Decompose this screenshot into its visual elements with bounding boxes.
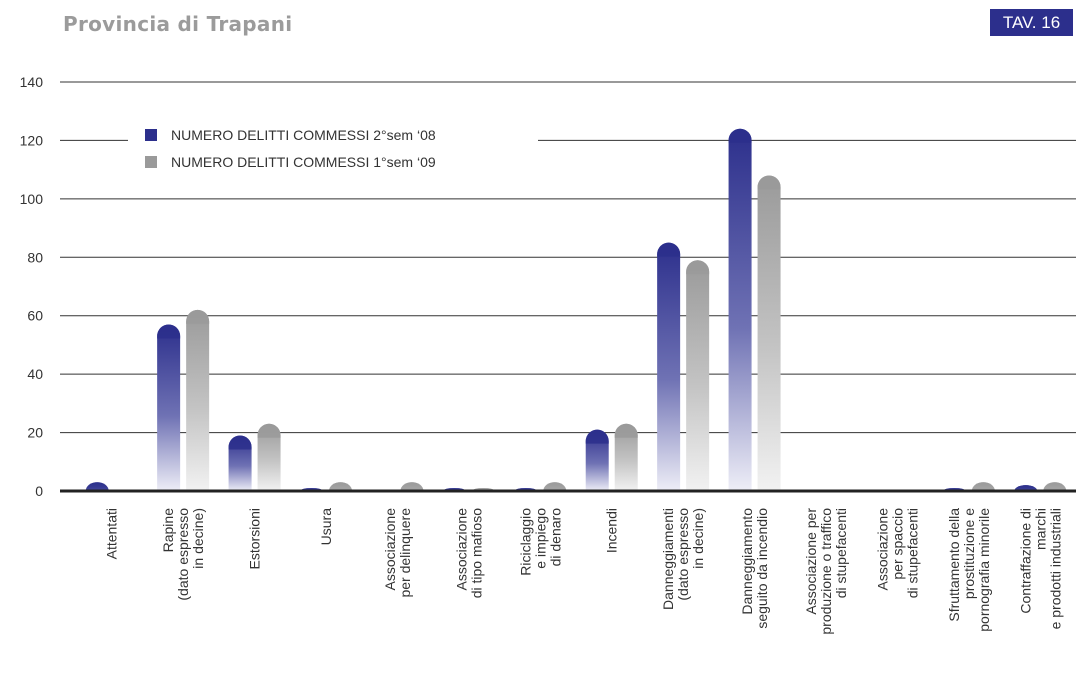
- bar-1sem-09: [186, 309, 210, 491]
- legend: NUMERO DELITTI COMMESSI 2°sem ‘08 NUMERO …: [128, 116, 538, 188]
- x-category-label: Danneggiamento seguito da incendio: [739, 508, 770, 629]
- x-category-label: Incendi: [604, 508, 620, 553]
- y-tick-label: 20: [27, 425, 43, 441]
- bar-cap: [329, 482, 352, 491]
- y-axis-ticks: 0 20 40 60 80 100 120 140: [20, 74, 44, 499]
- x-category-label-line: (dato espresso: [675, 508, 691, 601]
- x-category-label: Associazione per produzione o traffico di …: [803, 508, 849, 635]
- x-category-label-line: in decine): [190, 508, 206, 569]
- x-category-label-line: Usura: [318, 508, 334, 546]
- x-category-label-line: Associazione: [874, 508, 890, 591]
- bar-1sem-09: [757, 175, 781, 491]
- x-category-label-line: Incendi: [604, 508, 620, 553]
- y-tick-label: 80: [27, 249, 43, 265]
- x-category-label-line: per delinquere: [397, 508, 413, 598]
- x-category-label: Rapine (dato espresso in decine): [160, 508, 206, 601]
- x-category-label-line: in decine): [690, 508, 706, 569]
- x-category-label-line: di tipo mafioso: [468, 508, 484, 598]
- x-category-label-line: (dato espresso: [175, 508, 191, 601]
- x-category-label: Usura: [318, 508, 334, 546]
- bar-cap: [400, 482, 424, 491]
- bar-1sem-09: [614, 423, 638, 491]
- y-tick-label: 60: [27, 308, 43, 324]
- x-category-label-line: Riciclaggio: [517, 508, 533, 576]
- x-category-label-line: pornografia minorile: [976, 508, 992, 632]
- bar-cap: [657, 242, 681, 257]
- bar-cap: [728, 128, 752, 143]
- legend-background: [128, 116, 538, 188]
- x-category-label-line: di stupefacenti: [833, 508, 849, 598]
- x-category-label: Contraffazione di marchi e prodotti indust…: [1017, 508, 1063, 629]
- x-category-label-line: marchi: [1032, 508, 1048, 550]
- x-category-label-line: Estorsioni: [247, 508, 263, 569]
- x-category-label: Riciclaggio e impiego di denaro: [517, 508, 563, 576]
- bar-cap: [757, 175, 781, 190]
- x-category-label: Associazione per spaccio di stupefacenti: [874, 508, 920, 599]
- x-category-label-line: Associazione per: [803, 508, 819, 615]
- x-category-label: Attentati: [104, 508, 120, 559]
- bar-cap: [971, 482, 995, 491]
- y-tick-label: 120: [20, 132, 44, 148]
- bar-cap: [257, 423, 281, 438]
- bar-2sem-08: [585, 429, 609, 491]
- bar-cap: [543, 482, 567, 491]
- x-category-label-line: per spaccio: [889, 508, 905, 580]
- x-category-label-line: di denaro: [547, 508, 563, 567]
- y-tick-label: 100: [20, 191, 44, 207]
- page-title: Provincia di Trapani: [63, 12, 293, 36]
- bar-cap: [85, 482, 109, 491]
- x-category-label-line: di stupefacenti: [904, 508, 920, 598]
- bar-cap: [228, 435, 252, 450]
- legend-swatch: [145, 129, 157, 141]
- x-category-label: Estorsioni: [247, 508, 263, 569]
- x-category-label: Associazione per delinquere: [382, 508, 413, 598]
- x-category-label: Associazione di tipo mafioso: [453, 508, 484, 598]
- bar-cap: [585, 429, 609, 444]
- x-category-label-line: Sfruttamento della: [946, 508, 962, 622]
- x-category-label: Danneggiamenti (dato espresso in decine): [660, 508, 706, 610]
- legend-swatch: [145, 156, 157, 168]
- y-tick-label: 140: [20, 74, 44, 90]
- x-category-label-line: seguito da incendio: [754, 508, 770, 629]
- legend-label: NUMERO DELITTI COMMESSI 1°sem ‘09: [171, 154, 436, 170]
- table-number-badge: TAV. 16: [990, 9, 1073, 36]
- x-category-label: Sfruttamento della prostituzione e pornogr…: [946, 508, 992, 632]
- x-category-label-line: e prodotti industriali: [1047, 508, 1063, 629]
- x-category-label-line: prostituzione e: [961, 508, 977, 599]
- legend-label: NUMERO DELITTI COMMESSI 2°sem ‘08: [171, 127, 436, 143]
- bar-1sem-09: [257, 423, 281, 491]
- bar-cap: [614, 423, 638, 438]
- bar-2sem-08: [728, 128, 752, 491]
- bar-cap: [686, 260, 710, 275]
- bars: [85, 128, 1067, 491]
- bar-cap: [186, 309, 210, 324]
- x-category-label-line: Danneggiamento: [739, 508, 755, 615]
- y-tick-label: 40: [27, 366, 43, 382]
- bar-cap: [1043, 482, 1067, 491]
- x-axis-category-labels: Attentati Rapine (dato espresso in decine) E…: [104, 508, 1064, 635]
- x-category-label-line: Rapine: [160, 508, 176, 553]
- y-tick-label: 0: [35, 483, 43, 499]
- bar-cap: [157, 324, 181, 339]
- bar-2sem-08: [657, 242, 681, 491]
- x-category-label-line: Danneggiamenti: [660, 508, 676, 610]
- x-category-label-line: Contraffazione di: [1017, 508, 1033, 614]
- x-category-label-line: Associazione: [382, 508, 398, 591]
- x-category-label-line: e impiego: [532, 508, 548, 569]
- bar-1sem-09: [686, 260, 710, 491]
- x-category-label-line: Attentati: [104, 508, 120, 559]
- x-category-label-line: Associazione: [453, 508, 469, 591]
- x-category-label-line: produzione o traffico: [818, 508, 834, 635]
- bar-2sem-08: [157, 324, 181, 491]
